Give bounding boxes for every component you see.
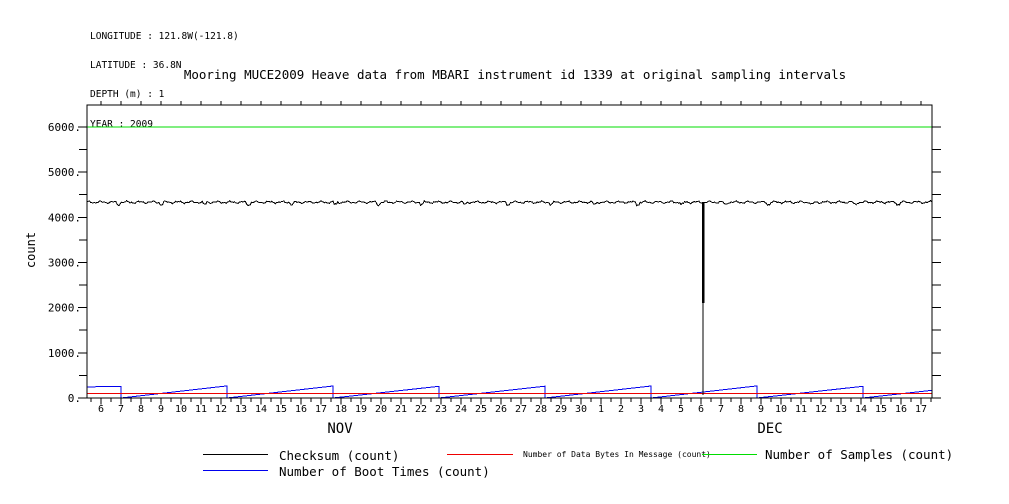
legend-label-checksum: Checksum (count) [279, 448, 400, 463]
x-tick-label: 13 [835, 404, 847, 415]
x-tick-label: 11 [795, 404, 807, 415]
x-tick-label: 10 [175, 404, 187, 415]
x-tick-label: 8 [738, 404, 744, 415]
x-tick-label: 17 [315, 404, 327, 415]
y-tick-label: 5000. [48, 166, 81, 179]
x-tick-label: 12 [815, 404, 827, 415]
longitude-line: LONGITUDE : 121.8W(-121.8) [90, 30, 239, 42]
series-boot_times-line [86, 385, 933, 399]
x-tick-label: 22 [415, 404, 427, 415]
x-tick-label: 30 [575, 404, 587, 415]
depth-line: DEPTH (m) : 1 [90, 89, 165, 101]
x-tick-label: 17 [915, 404, 927, 415]
y-tick-label: 0. [68, 392, 81, 405]
y-tick-label: 4000. [48, 211, 81, 224]
data-bytes-line-swatch [447, 454, 513, 455]
x-tick-label: 18 [335, 404, 347, 415]
x-tick-label: 9 [158, 404, 164, 415]
y-tick-label: 1000. [48, 347, 81, 360]
x-tick-label: 7 [118, 404, 124, 415]
legend-label-data-bytes: Number of Data Bytes In Message (count) [523, 450, 711, 459]
x-tick-label: 2 [618, 404, 624, 415]
boot-times-line-swatch [203, 470, 268, 471]
x-tick-label: 16 [295, 404, 307, 415]
x-tick-label: 6 [698, 404, 704, 415]
series-checksum-line [87, 199, 933, 207]
x-tick-label: 4 [658, 404, 664, 415]
axis-frame [86, 104, 933, 399]
x-tick-label: 12 [215, 404, 227, 415]
x-tick-label: 24 [455, 404, 467, 415]
y-tick-label: 2000. [48, 302, 81, 315]
year-line: YEAR : 2009 [90, 118, 153, 130]
x-tick-label: 5 [678, 404, 684, 415]
latitude-line: LATITUDE : 36.8N [90, 59, 182, 71]
x-tick-label: 28 [535, 404, 547, 415]
x-tick-label: 3 [638, 404, 644, 415]
checksum-line-swatch [203, 454, 268, 455]
x-tick-label: 16 [895, 404, 907, 415]
x-tick-label: 20 [375, 404, 387, 415]
x-tick-label: 27 [515, 404, 527, 415]
x-tick-label: 11 [195, 404, 207, 415]
samples-line-swatch [702, 454, 757, 455]
x-tick-label: 14 [855, 404, 867, 415]
chart-title: Mooring MUCE2009 Heave data from MBARI i… [183, 67, 847, 82]
x-tick-label: 19 [355, 404, 367, 415]
x-tick-label: 9 [758, 404, 764, 415]
month-label-dec: DEC [757, 421, 782, 437]
x-tick-label: 14 [255, 404, 267, 415]
x-tick-label: 15 [275, 404, 287, 415]
metadata-block: LONGITUDE : 121.8W(-121.8) LATITUDE : 36… [90, 12, 239, 149]
x-tick-label: 25 [475, 404, 487, 415]
y-axis-label: count [24, 231, 38, 269]
x-tick-label: 21 [395, 404, 407, 415]
y-tick-label: 3000. [48, 256, 81, 269]
x-tick-label: 15 [875, 404, 887, 415]
legend-label-boot-times: Number of Boot Times (count) [279, 464, 490, 479]
x-tick-label: 1 [598, 404, 604, 415]
x-tick-label: 6 [98, 404, 104, 415]
x-tick-label: 7 [718, 404, 724, 415]
x-tick-label: 26 [495, 404, 507, 415]
x-tick-label: 10 [775, 404, 787, 415]
x-tick-label: 29 [555, 404, 567, 415]
x-tick-label: 8 [138, 404, 144, 415]
month-label-nov: NOV [327, 421, 353, 437]
x-tick-label: 23 [435, 404, 447, 415]
legend-label-samples: Number of Samples (count) [765, 447, 954, 462]
x-tick-label: 13 [235, 404, 247, 415]
y-tick-label: 6000. [48, 121, 81, 134]
